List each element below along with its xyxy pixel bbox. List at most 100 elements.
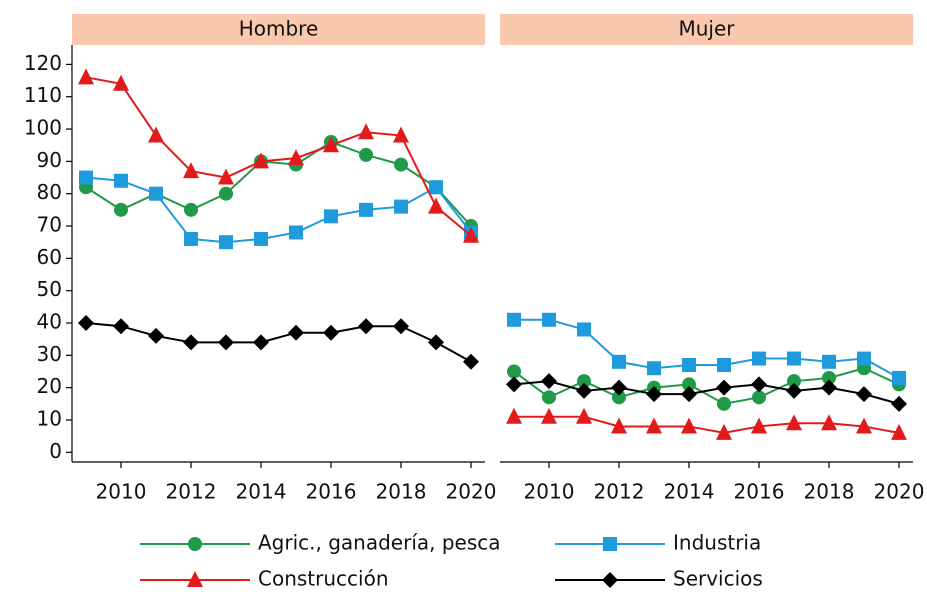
marker (289, 225, 303, 240)
marker (463, 226, 479, 243)
marker (184, 202, 198, 217)
legend-label: Construcción (258, 567, 389, 591)
x-tick-label: 2014 (664, 480, 715, 504)
marker (78, 68, 94, 85)
marker (324, 209, 338, 224)
x-tick-label: 2010 (96, 480, 147, 504)
y-tick-label: 0 (49, 439, 62, 463)
marker (507, 312, 521, 327)
marker (717, 396, 731, 411)
series-line (513, 380, 900, 405)
marker (646, 417, 662, 434)
x-tick-label: 2012 (594, 480, 645, 504)
y-tick-label: 80 (37, 180, 62, 204)
marker (79, 170, 93, 185)
series-line (85, 322, 472, 363)
y-tick-label: 120 (24, 51, 62, 75)
marker (577, 374, 591, 389)
marker (288, 149, 304, 166)
marker (183, 162, 199, 179)
y-tick-label: 30 (37, 342, 62, 366)
marker (428, 197, 444, 214)
marker (114, 173, 128, 188)
marker (542, 312, 556, 327)
marker (149, 186, 163, 201)
series-line (85, 176, 472, 244)
marker (358, 123, 374, 140)
marker (359, 147, 373, 162)
marker (821, 379, 837, 396)
x-tick-label: 2020 (446, 480, 497, 504)
series-line (85, 76, 472, 237)
panel-title: Hombre (239, 17, 319, 41)
marker (323, 324, 339, 341)
marker (892, 370, 906, 385)
marker (751, 376, 767, 393)
legend-label: Servicios (673, 567, 763, 591)
y-tick-label: 100 (24, 116, 62, 140)
marker (821, 414, 837, 431)
marker (541, 407, 557, 424)
x-tick-label: 2016 (306, 480, 357, 504)
marker (857, 351, 871, 366)
y-tick-label: 110 (24, 83, 62, 107)
marker (786, 382, 802, 399)
marker (611, 379, 627, 396)
marker (612, 390, 626, 405)
marker (752, 390, 766, 405)
marker (682, 358, 696, 373)
marker (219, 186, 233, 201)
marker (611, 417, 627, 434)
marker (78, 315, 94, 331)
marker (254, 231, 268, 246)
marker (822, 354, 836, 369)
marker (891, 395, 907, 412)
marker (183, 334, 199, 351)
series-line (514, 415, 900, 434)
marker (576, 407, 592, 424)
marker (218, 334, 234, 351)
series-line (85, 140, 472, 227)
y-tick-label: 50 (37, 277, 62, 301)
marker (188, 537, 202, 551)
marker (394, 157, 408, 172)
series-line (514, 318, 900, 379)
marker (394, 199, 408, 214)
marker (288, 324, 304, 341)
marker (148, 327, 164, 344)
marker (253, 152, 269, 169)
marker (114, 202, 128, 217)
marker (577, 322, 591, 337)
marker (253, 334, 269, 351)
marker (716, 423, 732, 440)
marker (506, 407, 522, 424)
marker (786, 414, 802, 431)
marker (542, 390, 556, 405)
x-tick-label: 2020 (874, 480, 925, 504)
marker (507, 364, 521, 379)
marker (113, 74, 129, 91)
marker (787, 351, 801, 366)
marker (429, 180, 443, 195)
marker (787, 374, 801, 389)
marker (717, 358, 731, 373)
marker (428, 334, 444, 351)
x-tick-label: 2014 (236, 480, 287, 504)
marker (113, 318, 129, 335)
marker (393, 126, 409, 143)
y-tick-label: 90 (37, 148, 62, 172)
x-tick-label: 2016 (734, 480, 785, 504)
marker (184, 231, 198, 246)
y-tick-label: 70 (37, 213, 62, 237)
y-tick-label: 10 (37, 406, 62, 430)
marker (359, 202, 373, 217)
marker (463, 353, 479, 370)
marker (148, 126, 164, 143)
marker (751, 417, 767, 434)
panel-title: Mujer (678, 17, 735, 41)
series-line (513, 367, 900, 405)
marker (891, 423, 907, 440)
marker (716, 379, 732, 396)
marker (218, 168, 234, 185)
marker (323, 136, 339, 153)
